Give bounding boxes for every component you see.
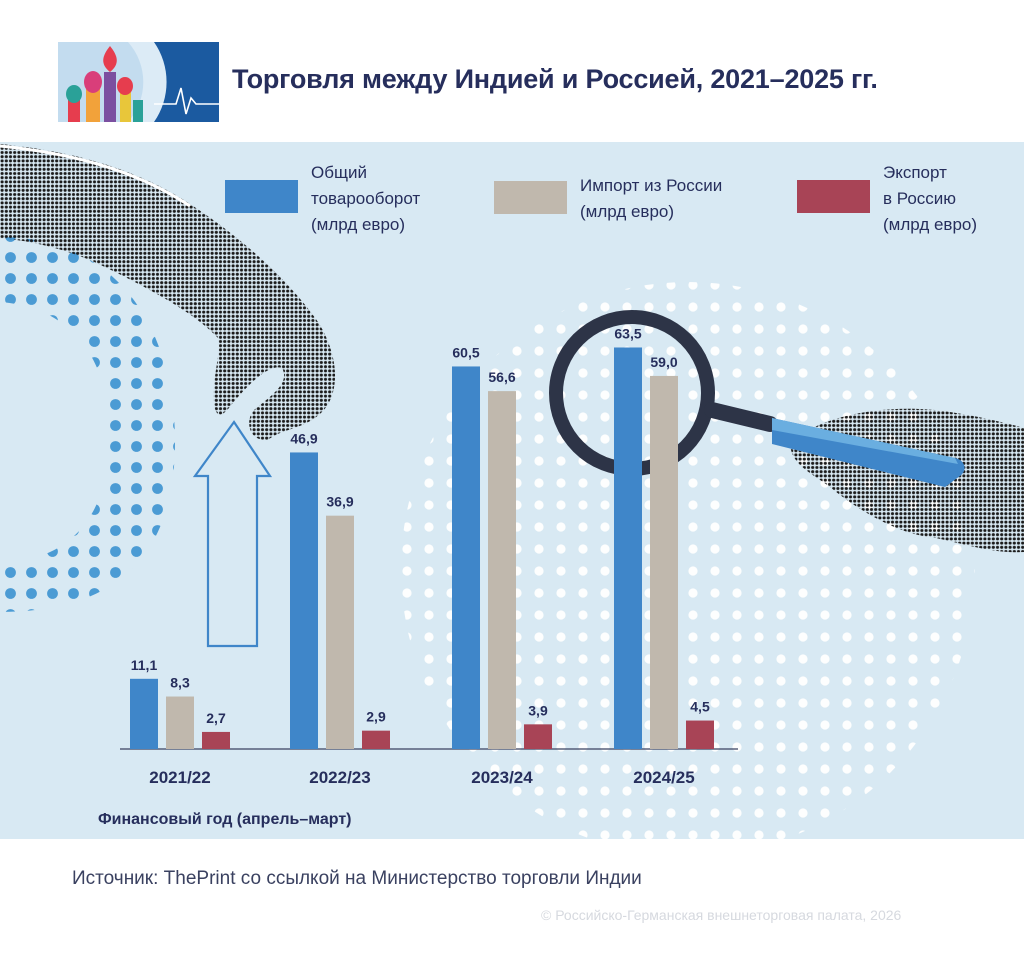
- data-label-import-2023-24: 56,6: [488, 369, 515, 385]
- data-label-total-2022-23: 46,9: [290, 430, 317, 446]
- data-label-total-2021-22: 11,1: [131, 657, 158, 673]
- up-arrow-icon: [192, 420, 273, 648]
- legend-swatch-import: [494, 181, 567, 214]
- data-label-export-2024-25: 4,5: [690, 699, 710, 715]
- chart-panel: 11,1 8,3 2,7 46,9 36,9 2,9 60,5 56,6 3,9 63,5 59,0…: [0, 142, 1024, 839]
- legend-swatch-export: [797, 180, 870, 213]
- copyright-note: © Российско-Германская внешнеторговая па…: [541, 907, 902, 923]
- bar-total-2023-24: [452, 366, 480, 749]
- data-label-export-2021-22: 2,7: [206, 710, 226, 726]
- category-label-2023-24: 2023/24: [471, 768, 533, 787]
- data-label-import-2022-23: 36,9: [326, 494, 353, 510]
- legend-swatch-total: [225, 180, 298, 213]
- category-label-2024-25: 2024/25: [633, 768, 694, 787]
- bar-total-2022-23: [290, 452, 318, 749]
- bar-import-2024-25: [650, 375, 678, 749]
- chart-title: Торговля между Индией и Россией, 2021–20…: [232, 64, 878, 94]
- legend-label-import: Импорт из России (млрд евро): [580, 176, 723, 221]
- bar-export-2022-23: [362, 730, 390, 749]
- source-note: Источник: ThePrint со ссылкой на Министе…: [72, 868, 642, 889]
- legend-label-export: Экспорт в Россию (млрд евро): [883, 163, 978, 234]
- data-label-import-2021-22: 8,3: [170, 675, 190, 691]
- bar-total-2021-22: [130, 678, 158, 749]
- legend-item-import: Импорт из России (млрд евро): [494, 173, 722, 225]
- bar-import-2023-24: [488, 391, 516, 749]
- category-label-2021-22: 2021/22: [149, 768, 210, 787]
- x-axis-label: Финансовый год (апрель–март): [98, 811, 352, 828]
- legend-item-export: Экспорт в Россию (млрд евро): [797, 160, 977, 238]
- bar-export-2024-25: [686, 720, 714, 749]
- data-label-export-2022-23: 2,9: [366, 709, 386, 725]
- legend-item-total: Общий товарооборот (млрд евро): [225, 160, 420, 238]
- data-label-total-2024-25: 63,5: [614, 325, 641, 341]
- bar-export-2023-24: [524, 724, 552, 749]
- category-label-2022-23: 2022/23: [309, 768, 370, 787]
- logo: [58, 42, 219, 122]
- bar-import-2022-23: [326, 515, 354, 749]
- data-label-total-2023-24: 60,5: [452, 344, 479, 360]
- legend-label-total: Общий товарооборот (млрд евро): [311, 163, 421, 234]
- bar-chart: 11,1 8,3 2,7 46,9 36,9 2,9 60,5 56,6 3,9 63,5 59,0…: [0, 144, 1024, 839]
- data-label-import-2024-25: 59,0: [650, 354, 677, 370]
- data-label-export-2023-24: 3,9: [528, 702, 548, 718]
- bar-import-2021-22: [166, 696, 194, 749]
- hand-illustration: [0, 144, 336, 441]
- bar-total-2024-25: [614, 347, 642, 749]
- bar-export-2021-22: [202, 731, 230, 749]
